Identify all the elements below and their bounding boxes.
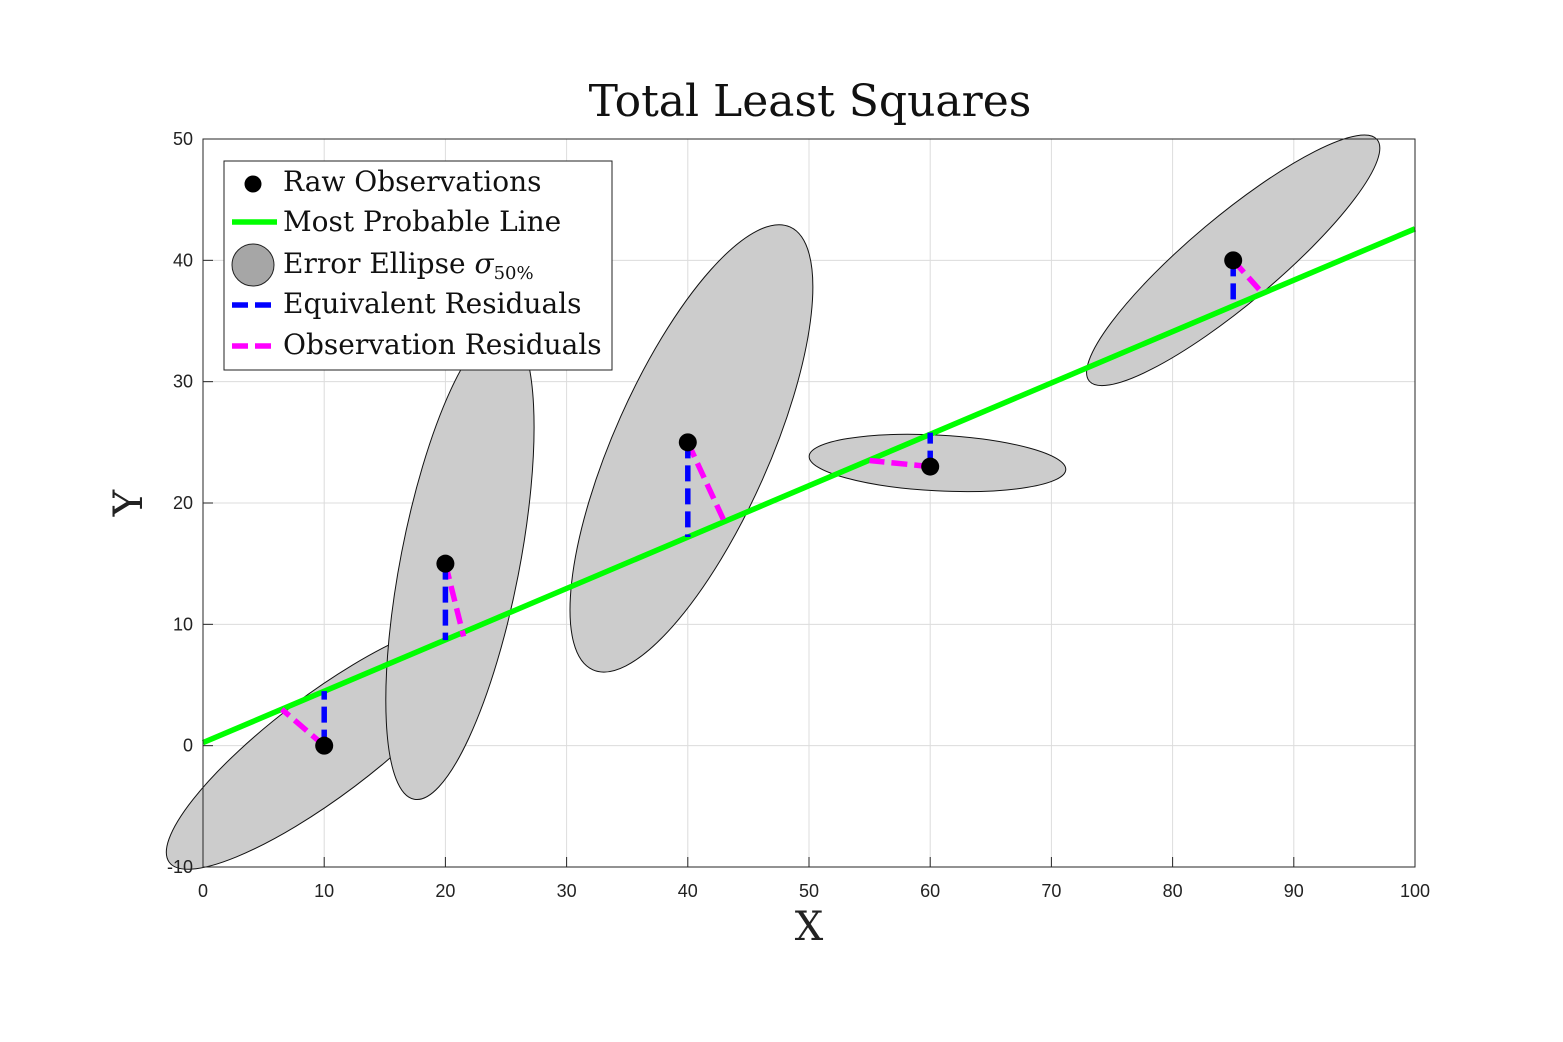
legend-label-most-probable-line: Most Probable Line: [283, 205, 561, 238]
x-tick-label: 90: [1284, 881, 1304, 901]
y-tick-label: 50: [173, 129, 193, 149]
legend: Raw Observations Most Probable Line Erro…: [223, 160, 613, 371]
y-tick-label: 20: [173, 493, 193, 513]
raw-observation-point: [921, 457, 940, 476]
most-probable-line-group: [201, 226, 1417, 746]
legend-label-error-ellipse: Error Ellipse σ50%: [283, 247, 534, 284]
legend-sigma-subscript: 50%: [494, 263, 534, 284]
observation-residual: [279, 707, 326, 748]
observation-points: [315, 251, 1243, 755]
error-ellipse: [385, 327, 535, 801]
x-tick-label: 60: [920, 881, 940, 901]
observation-residual: [869, 457, 931, 470]
most-probable-line: [201, 226, 1417, 746]
legend-label-observation-residuals: Observation Residuals: [283, 328, 602, 361]
x-tick-label: 50: [799, 881, 819, 901]
y-tick-label: 40: [173, 250, 193, 270]
y-axis-label: Y: [106, 489, 152, 517]
raw-observation-point: [436, 554, 455, 573]
legend-label-equivalent-residuals: Equivalent Residuals: [283, 287, 582, 320]
raw-observation-point: [315, 736, 334, 755]
x-tick-label: 10: [314, 881, 334, 901]
x-tick-label: 20: [435, 881, 455, 901]
x-tick-label: 40: [678, 881, 698, 901]
legend-box: [223, 160, 613, 371]
observation-residual: [442, 563, 467, 638]
chart-title: Total Least Squares: [589, 76, 1032, 127]
x-axis-label: X: [795, 904, 824, 950]
x-tick-label: 30: [557, 881, 577, 901]
legend-marker-raw-observations: [244, 175, 262, 193]
raw-observation-point: [1224, 251, 1243, 270]
legend-label-error-ellipse-text: Error Ellipse: [283, 247, 466, 280]
y-tick-label: 0: [183, 736, 193, 756]
x-tick-label: 100: [1400, 881, 1430, 901]
legend-marker-error-ellipse: [231, 243, 275, 287]
y-tick-label: 30: [173, 372, 193, 392]
legend-sigma-symbol: σ: [474, 247, 494, 280]
raw-observation-point: [678, 433, 697, 452]
legend-label-raw-observations: Raw Observations: [283, 165, 541, 198]
x-tick-label: 80: [1163, 881, 1183, 901]
y-tick-label: 10: [173, 614, 193, 634]
x-tick-label: 0: [198, 881, 208, 901]
observation-residual: [685, 441, 727, 523]
y-tick-label: -10: [167, 857, 193, 877]
x-tick-label: 70: [1041, 881, 1061, 901]
